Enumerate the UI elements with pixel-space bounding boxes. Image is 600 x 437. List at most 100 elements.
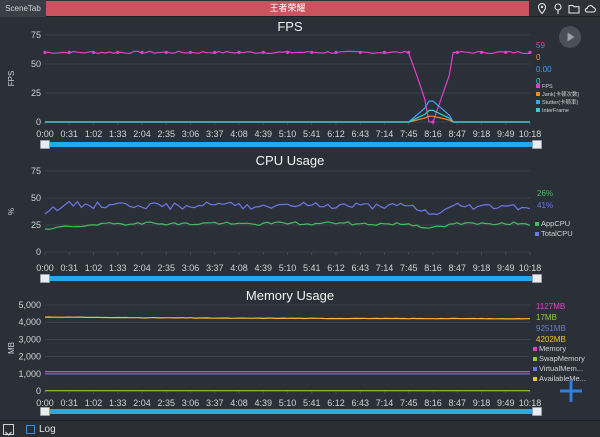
fps-scroll-track[interactable] [44, 142, 538, 147]
y-tick-label: 75 [31, 30, 41, 40]
cpu-time-scrollbar[interactable] [40, 274, 542, 283]
map-marker-icon[interactable] [552, 2, 564, 15]
x-tick-label: 1:33 [109, 398, 127, 408]
x-tick-label: 3:37 [206, 263, 224, 273]
memory-panel: Memory Usage MB 0 1,000 2,000 3,000 4,000 5,000… [0, 283, 600, 420]
x-tick-label: 0:00 [36, 263, 54, 273]
x-tick-label: 4:08 [230, 398, 248, 408]
add-button[interactable] [558, 378, 584, 404]
legend-label: Memory [539, 344, 566, 353]
x-tick-label: 9:49 [497, 263, 515, 273]
x-tick-label: 6:12 [327, 263, 345, 273]
y-tick-label: 75 [31, 166, 41, 176]
y-tick-label: 2,000 [18, 352, 41, 362]
current-value: 0.00 [536, 65, 552, 74]
y-tick-label: 3,000 [18, 334, 41, 344]
legend-label: AvailableMe... [539, 374, 586, 383]
mem-scroll-handle-left[interactable] [40, 407, 50, 416]
x-tick-label: 2:04 [133, 129, 151, 139]
mem-scroll-track[interactable] [44, 409, 538, 414]
legend-swatch [533, 367, 537, 371]
y-tick-label: 0 [36, 247, 41, 257]
x-tick-label: 1:02 [85, 398, 103, 408]
x-tick-label: 3:37 [206, 129, 224, 139]
x-tick-label: 7:14 [376, 398, 394, 408]
legend-label: Jank(卡顿次数) [542, 90, 579, 98]
legend-label: AppCPU [541, 219, 570, 228]
legend-swatch [536, 92, 540, 96]
cpu-chart: CPU Usage% 0 25 50 75 0:00 0:31 1:02 1:33 2:04 2:3… [7, 153, 573, 273]
x-tick-label: 1:02 [85, 263, 103, 273]
x-tick-label: 6:12 [327, 398, 345, 408]
x-tick-label: 3:06 [182, 398, 200, 408]
x-tick-label: 6:43 [351, 398, 369, 408]
current-value: 17MB [536, 313, 557, 322]
data-point [164, 50, 168, 55]
fps-time-scrollbar[interactable] [40, 140, 542, 149]
data-point [431, 120, 435, 124]
current-value: 26% [537, 189, 553, 198]
mem-time-scrollbar[interactable] [40, 407, 542, 416]
data-point [67, 50, 71, 55]
fps-scroll-handle-left[interactable] [40, 140, 50, 149]
current-value: 41% [537, 201, 553, 210]
legend-swatch [536, 108, 540, 112]
chevron-down-icon [5, 431, 12, 436]
current-value: 9251MB [536, 324, 566, 333]
cloud-icon[interactable] [584, 2, 596, 15]
x-tick-label: 8:47 [448, 263, 466, 273]
x-tick-label: 9:18 [473, 129, 491, 139]
plus-icon [560, 380, 582, 402]
cpu-scroll-handle-left[interactable] [40, 274, 50, 283]
location-pin-icon[interactable] [536, 2, 548, 15]
log-label: Log [39, 424, 56, 435]
collapse-button[interactable] [3, 424, 14, 436]
top-icons [536, 1, 596, 16]
memory-chart: Memory Usage MB 0 1,000 2,000 3,000 4,000 5,000… [7, 288, 586, 408]
y-axis-label: % [7, 208, 16, 215]
x-tick-label: 8:47 [448, 129, 466, 139]
scene-tab[interactable]: SceneTab [0, 0, 46, 17]
chart-title: CPU Usage [256, 153, 325, 168]
y-tick-label: 0 [36, 386, 41, 396]
fps-panel: FPS FPS 0 25 50 75 0:00 0:31 1:02 1:33 2:04 2:35 3:0… [0, 18, 600, 150]
x-tick-label: 5:41 [303, 398, 321, 408]
current-value: 59 [536, 41, 545, 50]
y-tick-label: 0 [36, 117, 41, 127]
x-tick-label: 2:04 [133, 263, 151, 273]
folder-icon[interactable] [568, 2, 580, 15]
y-tick-label: 25 [31, 220, 41, 230]
x-tick-label: 1:33 [109, 129, 127, 139]
mem-scroll-handle-right[interactable] [532, 407, 542, 416]
series-line-jank [45, 115, 530, 123]
cpu-scroll-track[interactable] [44, 276, 538, 281]
x-tick-label: 0:31 [60, 129, 78, 139]
play-button[interactable] [559, 26, 581, 48]
game-title-bar[interactable]: 王者荣耀 [46, 1, 529, 16]
log-checkbox[interactable] [26, 425, 35, 434]
x-tick-label: 7:14 [376, 263, 394, 273]
x-tick-label: 4:08 [230, 263, 248, 273]
x-tick-label: 2:35 [157, 129, 175, 139]
x-tick-label: 8:16 [424, 129, 442, 139]
data-point [382, 50, 387, 55]
cpu-scroll-handle-right[interactable] [532, 274, 542, 283]
data-point [285, 50, 290, 55]
x-tick-label: 1:33 [109, 263, 127, 273]
y-axis-label: MB [7, 342, 16, 354]
x-tick-label: 3:06 [182, 263, 200, 273]
x-tick-label: 10:18 [519, 129, 542, 139]
x-tick-label: 9:18 [473, 398, 491, 408]
y-tick-label: 50 [31, 193, 41, 203]
current-value: 0 [536, 53, 541, 62]
fps-scroll-handle-right[interactable] [532, 140, 542, 149]
legend-label: VirtualMem... [539, 364, 583, 373]
x-tick-label: 7:45 [400, 129, 418, 139]
data-point [188, 50, 193, 55]
current-value: 4202MB [536, 335, 566, 344]
y-tick-label: 4,000 [18, 317, 41, 327]
y-tick-label: 5,000 [18, 300, 41, 310]
data-point [455, 50, 459, 55]
y-tick-label: 1,000 [18, 369, 41, 379]
x-tick-label: 6:43 [351, 263, 369, 273]
